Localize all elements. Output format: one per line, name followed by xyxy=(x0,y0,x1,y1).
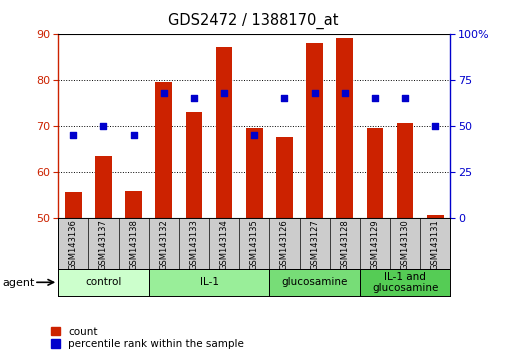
Text: agent: agent xyxy=(3,278,35,288)
Text: GSM143131: GSM143131 xyxy=(430,219,439,270)
Text: IL-1: IL-1 xyxy=(199,277,218,287)
Text: GSM143137: GSM143137 xyxy=(99,219,108,270)
Text: GSM143133: GSM143133 xyxy=(189,219,198,270)
Point xyxy=(280,95,288,101)
Bar xyxy=(426,215,443,218)
Text: GSM143135: GSM143135 xyxy=(249,219,258,270)
Bar xyxy=(215,47,232,218)
Text: GSM143130: GSM143130 xyxy=(400,219,409,270)
Text: GSM143134: GSM143134 xyxy=(219,219,228,270)
Bar xyxy=(95,156,112,218)
Text: GSM143127: GSM143127 xyxy=(310,219,319,270)
Point xyxy=(340,90,348,95)
Point xyxy=(370,95,378,101)
Bar xyxy=(65,193,81,218)
Bar xyxy=(306,43,322,218)
Text: control: control xyxy=(85,277,121,287)
Bar xyxy=(125,191,141,218)
Bar xyxy=(276,137,292,218)
Point xyxy=(129,132,137,138)
Legend: count, percentile rank within the sample: count, percentile rank within the sample xyxy=(50,327,244,349)
Text: IL-1 and
glucosamine: IL-1 and glucosamine xyxy=(371,272,437,293)
Text: GDS2472 / 1388170_at: GDS2472 / 1388170_at xyxy=(168,12,337,29)
Point xyxy=(189,95,197,101)
Text: GSM143126: GSM143126 xyxy=(279,219,288,270)
Bar xyxy=(155,82,172,218)
Text: GSM143138: GSM143138 xyxy=(129,219,138,270)
Text: GSM143132: GSM143132 xyxy=(159,219,168,270)
Point xyxy=(99,123,107,129)
Bar xyxy=(58,269,148,296)
Point xyxy=(310,90,318,95)
Bar xyxy=(245,128,262,218)
Bar xyxy=(396,124,413,218)
Point xyxy=(69,132,77,138)
Text: GSM143136: GSM143136 xyxy=(69,219,78,270)
Bar xyxy=(185,112,202,218)
Point xyxy=(400,95,409,101)
Point xyxy=(250,132,258,138)
Bar xyxy=(148,269,269,296)
Bar xyxy=(359,269,449,296)
Bar xyxy=(366,128,382,218)
Bar xyxy=(269,269,359,296)
Text: glucosamine: glucosamine xyxy=(281,277,347,287)
Bar xyxy=(336,38,352,218)
Point xyxy=(220,90,228,95)
Point xyxy=(160,90,168,95)
Point xyxy=(430,123,438,129)
Text: GSM143128: GSM143128 xyxy=(339,219,348,270)
Text: GSM143129: GSM143129 xyxy=(370,219,379,270)
